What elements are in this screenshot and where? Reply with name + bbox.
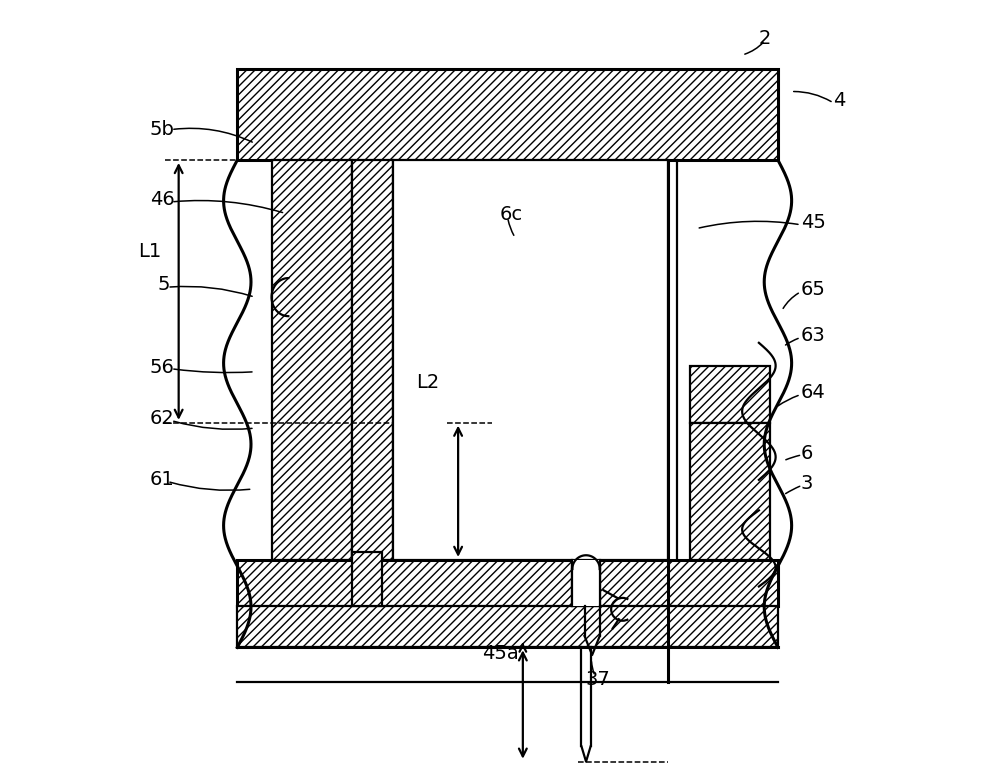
Text: 62: 62: [150, 409, 174, 428]
Text: 3: 3: [801, 474, 813, 493]
Text: 65: 65: [801, 280, 826, 299]
Text: 45a: 45a: [482, 644, 518, 663]
Bar: [690, 423, 770, 559]
Text: 2: 2: [759, 29, 771, 47]
Text: 5: 5: [157, 275, 170, 294]
Text: L2: L2: [416, 373, 439, 392]
Bar: [272, 160, 352, 559]
Bar: [572, 559, 600, 605]
Text: 5b: 5b: [150, 120, 175, 139]
Text: 6c: 6c: [500, 205, 523, 225]
Bar: [237, 605, 778, 647]
Bar: [393, 160, 668, 559]
Text: 46: 46: [150, 190, 174, 209]
Text: 64: 64: [801, 383, 826, 402]
Text: L1: L1: [138, 242, 161, 261]
Bar: [492, 358, 565, 423]
Bar: [237, 559, 778, 605]
Bar: [492, 423, 565, 559]
Text: 63: 63: [801, 326, 826, 345]
Bar: [237, 68, 778, 160]
Bar: [572, 569, 600, 605]
Text: 37: 37: [585, 670, 610, 689]
Text: 56: 56: [150, 357, 175, 377]
Bar: [690, 366, 770, 423]
Text: 6: 6: [801, 444, 813, 463]
Text: 45: 45: [801, 213, 826, 232]
Text: 4: 4: [834, 91, 846, 110]
Bar: [352, 160, 393, 559]
Bar: [352, 552, 382, 605]
Text: 61: 61: [150, 470, 174, 490]
